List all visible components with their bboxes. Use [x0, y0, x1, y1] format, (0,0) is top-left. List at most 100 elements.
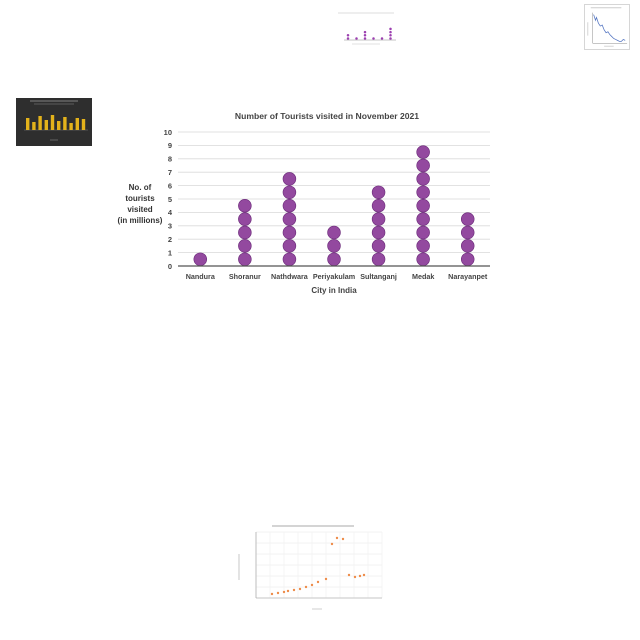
thumbnail-bar — [75, 118, 79, 130]
dot-marker — [371, 225, 386, 240]
thumbnail-line-chart — [584, 4, 630, 50]
dot-marker — [238, 225, 252, 240]
dot-marker — [416, 252, 430, 267]
thumbnail-point — [330, 542, 334, 546]
dot-marker — [416, 212, 430, 226]
thumbnail-point — [358, 574, 362, 578]
thumbnail-point — [304, 585, 308, 589]
dot-marker — [193, 252, 208, 267]
thumbnail-bar — [63, 117, 67, 130]
thumbnail-point — [286, 589, 290, 593]
thumbnail-dot-plot — [334, 10, 400, 46]
thumbnail-dot — [346, 34, 350, 37]
dot-marker — [282, 172, 297, 186]
y-axis-label-line: (in millions) — [118, 216, 163, 225]
dot-marker — [327, 239, 341, 253]
x-axis-label: City in India — [311, 286, 357, 295]
y-tick-label: 6 — [168, 181, 172, 190]
y-tick-label: 8 — [168, 155, 172, 164]
y-axis-label-line: No. of — [129, 183, 152, 192]
thumbnail-bar — [81, 119, 86, 130]
dot-marker — [416, 145, 430, 159]
thumbnail-point — [292, 588, 296, 592]
thumbnail-dot — [363, 34, 367, 37]
dot-marker — [282, 185, 297, 200]
thumbnail-dot — [363, 30, 367, 34]
thumbnail-point — [341, 537, 345, 541]
thumbnail-point — [347, 573, 351, 577]
thumbnail-point — [353, 575, 357, 579]
y-tick-label: 10 — [164, 128, 172, 137]
thumbnail-dot — [389, 27, 392, 31]
data-points — [193, 145, 475, 267]
thumbnail-bar — [44, 120, 48, 130]
dot-marker — [371, 198, 386, 213]
thumbnail-point — [335, 536, 339, 540]
thumbnail-dot — [355, 37, 358, 40]
chart-title: Number of Tourists visited in November 2… — [235, 111, 419, 121]
thumbnail-dot — [389, 34, 392, 37]
y-tick-label: 2 — [168, 235, 172, 244]
x-tick-label: Sultanganj — [360, 272, 397, 281]
y-tick-label: 7 — [168, 168, 172, 177]
thumbnail-dot — [372, 37, 375, 40]
thumbnail-point — [282, 590, 286, 594]
thumbnail-dot — [380, 37, 384, 40]
thumbnail-bar — [32, 122, 36, 130]
y-tick-label: 3 — [168, 222, 172, 231]
thumbnail-bar — [26, 118, 30, 130]
y-tick-label: 1 — [168, 248, 172, 257]
y-tick-label: 4 — [168, 208, 173, 217]
thumbnail-bar — [50, 115, 55, 130]
dot-marker — [238, 252, 252, 267]
thumbnail-bar — [57, 121, 61, 130]
thumbnail-point — [276, 591, 280, 595]
tourists-dot-plot: Number of Tourists visited in November 2… — [118, 111, 490, 295]
thumbnail-point — [310, 583, 314, 587]
dot-marker — [371, 252, 386, 267]
dot-marker — [327, 252, 341, 267]
y-tick-label: 9 — [168, 141, 172, 150]
dot-marker — [238, 212, 252, 226]
dot-marker — [371, 185, 386, 200]
dot-marker — [460, 252, 475, 267]
x-tick-label: Nathdwara — [271, 272, 309, 281]
thumbnail-dot — [363, 37, 367, 40]
dot-marker — [371, 212, 386, 226]
dot-marker — [371, 239, 386, 253]
dot-marker — [282, 225, 297, 240]
thumbnail-point — [362, 573, 366, 577]
x-tick-label: Periyakulam — [313, 272, 355, 281]
dot-marker — [282, 198, 297, 213]
dot-marker — [282, 239, 297, 253]
dot-marker — [327, 225, 341, 240]
x-tick-label: Narayanpet — [448, 272, 488, 281]
thumbnail-point — [270, 592, 274, 596]
thumbnail-bar — [38, 116, 42, 130]
y-axis-label-line: visited — [127, 205, 152, 214]
thumbnail-dot — [389, 37, 392, 40]
y-axis-label-line: tourists — [125, 194, 155, 203]
dot-marker — [416, 185, 430, 200]
dot-marker — [416, 158, 430, 173]
dot-marker — [282, 252, 297, 267]
thumbnail-scatter-chart — [236, 520, 386, 612]
dot-marker — [238, 239, 252, 253]
thumbnail-dot — [389, 30, 392, 34]
dot-marker — [460, 212, 475, 226]
dot-marker — [416, 225, 430, 240]
dot-marker — [460, 225, 475, 240]
dot-marker — [416, 198, 430, 213]
y-tick-label: 0 — [168, 262, 172, 271]
thumbnail-dot — [346, 37, 350, 40]
y-tick-label: 5 — [168, 195, 172, 204]
dot-marker — [282, 212, 297, 226]
dot-marker — [416, 172, 430, 186]
y-axis-label: No. of tourists visited (in millions) — [118, 183, 163, 225]
thumbnail-point — [298, 587, 302, 591]
thumbnail-point — [324, 577, 328, 581]
x-tick-label: Nandura — [186, 272, 216, 281]
thumbnail-bar-chart — [16, 98, 92, 146]
dot-marker — [238, 198, 252, 213]
dot-marker — [416, 239, 430, 253]
